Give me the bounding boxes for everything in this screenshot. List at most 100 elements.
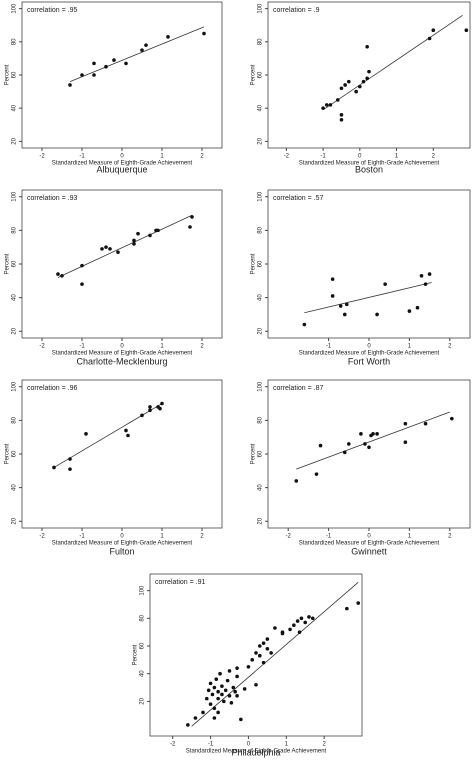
data-point <box>100 247 104 251</box>
x-tick-label: 2 <box>432 154 436 160</box>
data-point <box>222 699 226 704</box>
data-point <box>431 28 436 33</box>
x-tick-label: -2 <box>39 534 45 540</box>
data-point <box>132 238 136 243</box>
data-point <box>261 660 266 665</box>
data-point <box>84 432 88 436</box>
data-point <box>166 35 170 39</box>
data-point <box>80 73 84 77</box>
data-point <box>239 717 243 722</box>
x-tick-label: -2 <box>286 534 292 540</box>
x-tick-label: 1 <box>160 534 164 540</box>
data-point <box>140 48 144 52</box>
x-axis-label: Standardized Measure of Eighth-Grade Ach… <box>299 161 440 167</box>
y-tick-label: 60 <box>12 260 18 267</box>
data-point <box>427 36 432 41</box>
panel-title: Gwinnett <box>351 546 387 556</box>
panel-title: Fulton <box>109 546 134 556</box>
data-point <box>367 69 371 74</box>
data-point <box>212 716 217 720</box>
y-axis-label: Percent <box>5 443 11 464</box>
data-point <box>148 408 152 413</box>
plot-frame <box>149 573 363 737</box>
plot-frame <box>267 1 471 149</box>
data-point <box>190 215 194 219</box>
x-tick-label: -1 <box>326 534 332 540</box>
data-point <box>235 666 239 670</box>
panel-title: Philadelphia <box>231 747 280 757</box>
x-tick-label: 2 <box>322 742 326 748</box>
x-tick-label: -2 <box>39 344 45 350</box>
data-point <box>225 678 230 683</box>
data-point <box>356 601 361 605</box>
y-tick-label: 100 <box>12 191 18 202</box>
plot-frame <box>267 189 471 339</box>
data-point <box>299 616 304 621</box>
x-tick-label: 1 <box>408 534 412 540</box>
data-point <box>193 716 198 720</box>
x-tick-label: 2 <box>448 344 452 350</box>
data-point <box>188 225 192 229</box>
data-point <box>343 83 347 87</box>
data-point <box>218 671 222 676</box>
data-point <box>158 406 162 411</box>
y-axis-label: Percent <box>251 253 257 274</box>
x-axis-label: Standardized Measure of Eighth-Grade Ach… <box>299 351 440 357</box>
x-tick-label: 2 <box>200 534 204 540</box>
data-point <box>206 688 211 693</box>
data-point <box>156 228 160 233</box>
correlation-note: correlation = .96 <box>27 385 77 392</box>
y-tick-label: 100 <box>12 381 18 392</box>
y-tick-label: 60 <box>258 71 264 78</box>
x-tick-label: -1 <box>326 344 332 350</box>
data-point <box>265 646 270 651</box>
data-point <box>302 322 307 327</box>
data-point <box>68 83 72 87</box>
correlation-note: correlation = .91 <box>155 579 205 586</box>
panel-title: Charlotte-Mecklenburg <box>76 356 167 366</box>
y-tick-label: 80 <box>258 226 264 233</box>
y-tick-label: 100 <box>258 3 264 14</box>
data-point <box>136 231 140 236</box>
fit-line <box>53 403 163 468</box>
data-point <box>242 687 247 691</box>
data-point <box>112 58 116 62</box>
plot-frame <box>21 1 223 149</box>
data-point <box>212 706 217 711</box>
data-point <box>235 694 239 698</box>
data-point <box>361 79 366 84</box>
y-axis-label: Percent <box>251 64 257 85</box>
data-point <box>347 442 351 446</box>
y-tick-label: 80 <box>140 614 146 621</box>
data-point <box>294 479 299 483</box>
x-tick-label: -1 <box>79 534 85 540</box>
data-point <box>148 233 152 238</box>
x-tick-label: -1 <box>320 154 326 160</box>
correlation-note: correlation = .87 <box>273 385 323 392</box>
data-point <box>273 626 277 630</box>
x-tick-label: 0 <box>120 344 124 350</box>
data-point <box>52 465 56 470</box>
y-tick-label: 60 <box>258 450 264 457</box>
y-tick-label: 80 <box>12 416 18 423</box>
data-point <box>423 421 428 426</box>
y-tick-label: 40 <box>12 294 18 301</box>
data-point <box>318 443 323 448</box>
data-point <box>254 682 258 687</box>
data-point <box>419 273 424 278</box>
correlation-note: correlation = .95 <box>27 7 77 14</box>
data-point <box>403 440 408 445</box>
y-tick-label: 60 <box>12 450 18 457</box>
panel-title: Boston <box>355 164 383 174</box>
data-point <box>297 630 302 634</box>
data-point <box>342 312 347 317</box>
data-point <box>235 674 239 679</box>
y-tick-label: 20 <box>12 137 18 144</box>
data-point <box>214 677 219 682</box>
x-tick-label: 0 <box>367 344 371 350</box>
x-tick-label: 0 <box>247 742 251 748</box>
correlation-note: correlation = .57 <box>273 195 323 202</box>
data-point <box>220 684 224 688</box>
x-tick-label: 0 <box>120 534 124 540</box>
